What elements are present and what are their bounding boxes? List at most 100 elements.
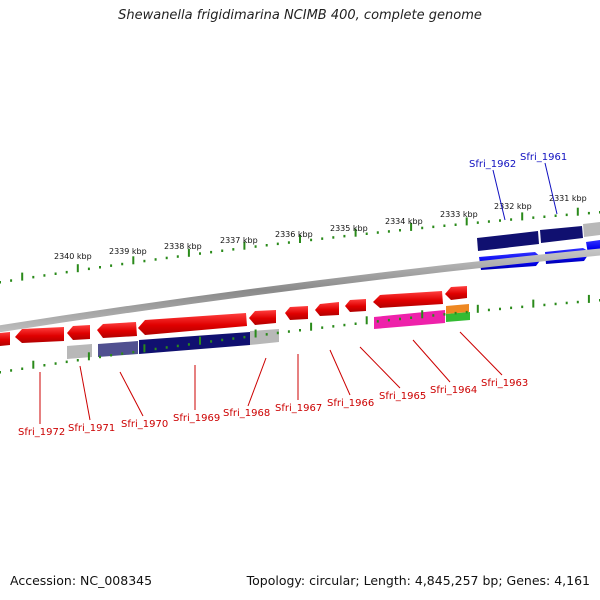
- gene-label-sfri-1961[interactable]: Sfri_1961: [520, 152, 567, 163]
- scale-label: 2340 kbp: [54, 252, 92, 261]
- gene-label-sfri-1966[interactable]: Sfri_1966: [327, 398, 374, 409]
- minor-tick: [343, 323, 346, 327]
- cds-bar-sfri-1961: [540, 226, 583, 243]
- minor-tick: [232, 337, 235, 340]
- gene-arrow-sfri-1970[interactable]: [67, 325, 90, 340]
- minor-tick: [87, 267, 90, 271]
- minor-tick: [365, 232, 368, 235]
- gene-arrow-sfri-1972[interactable]: [0, 332, 10, 346]
- gene-label-sfri-1970[interactable]: Sfri_1970: [121, 419, 168, 430]
- minor-tick: [54, 272, 57, 275]
- minor-tick: [454, 223, 457, 226]
- minor-tick: [321, 237, 324, 240]
- feature-bar-pink: [374, 310, 445, 329]
- major-tick: [354, 228, 357, 237]
- gene-arrow-sfri-1969b[interactable]: [138, 313, 247, 335]
- forward-gene-labels: Sfri_1962 Sfri_1961: [469, 152, 567, 170]
- gene-label-sfri-1963[interactable]: Sfri_1963: [481, 378, 528, 389]
- minor-tick: [487, 220, 490, 223]
- minor-tick: [0, 371, 1, 374]
- gene-arrow-sfri-1964[interactable]: [373, 291, 443, 308]
- minor-tick: [376, 320, 379, 323]
- minor-tick: [587, 211, 590, 215]
- major-tick: [21, 272, 24, 281]
- gene-arrow-sfri-1963[interactable]: [445, 286, 467, 300]
- major-tick: [532, 299, 535, 308]
- cds-bar-grey: [250, 329, 279, 345]
- minor-tick: [376, 231, 379, 234]
- minor-tick: [221, 338, 224, 342]
- minor-tick: [10, 279, 13, 282]
- minor-tick: [110, 354, 113, 357]
- major-tick: [310, 322, 313, 331]
- minor-tick: [121, 352, 124, 355]
- gene-label-sfri-1972[interactable]: Sfri_1972: [18, 427, 65, 438]
- scale-label: 2332 kbp: [494, 202, 532, 211]
- major-tick: [243, 241, 246, 250]
- reverse-label-leaders: [39, 331, 503, 424]
- topology-text: Topology: circular; Length: 4,845,257 bp…: [246, 573, 590, 588]
- minor-tick: [187, 343, 190, 346]
- minor-tick: [565, 213, 568, 217]
- gene-label-sfri-1967[interactable]: Sfri_1967: [275, 403, 322, 414]
- minor-tick: [332, 236, 335, 239]
- cds-bar-grey: [67, 344, 92, 359]
- minor-tick: [399, 229, 401, 232]
- scale-label: 2336 kbp: [275, 230, 313, 239]
- minor-tick: [287, 241, 290, 244]
- major-tick: [76, 264, 79, 273]
- minor-tick: [521, 305, 524, 309]
- minor-tick: [343, 234, 346, 238]
- gene-arrow-sfri-1969a[interactable]: [97, 322, 137, 338]
- major-tick: [410, 222, 413, 231]
- minor-tick: [465, 310, 468, 314]
- genome-backbone: [0, 248, 600, 333]
- minor-tick: [21, 367, 24, 370]
- minor-tick: [432, 314, 435, 317]
- minor-tick: [543, 303, 546, 307]
- minor-tick: [32, 275, 35, 279]
- minor-tick: [176, 344, 179, 348]
- scale-labels: 2340 kbp 2339 kbp 2338 kbp 2337 kbp 2336…: [54, 194, 587, 261]
- gene-label-sfri-1968[interactable]: Sfri_1968: [223, 408, 270, 419]
- minor-tick: [154, 347, 157, 351]
- gene-arrow-sfri-1966[interactable]: [315, 302, 339, 316]
- major-tick: [87, 352, 90, 361]
- minor-tick: [321, 326, 324, 329]
- feature-bar-orange: [446, 304, 469, 314]
- major-tick: [476, 304, 479, 313]
- cds-bar-slate: [98, 341, 138, 357]
- major-tick: [421, 310, 424, 319]
- major-tick: [465, 217, 468, 226]
- major-tick: [576, 207, 579, 216]
- minor-tick: [554, 302, 557, 306]
- gene-arrow-sfri-1967[interactable]: [285, 306, 308, 320]
- minor-tick: [443, 224, 446, 227]
- minor-tick: [54, 362, 57, 365]
- gene-arrow-sfri-1965[interactable]: [345, 299, 366, 312]
- minor-tick: [499, 307, 501, 311]
- minor-tick: [332, 325, 335, 328]
- minor-tick: [510, 218, 513, 221]
- cds-bar-sfri-1962: [477, 231, 539, 251]
- minor-tick: [43, 364, 46, 367]
- gene-label-sfri-1964[interactable]: Sfri_1964: [430, 385, 477, 396]
- major-tick: [132, 256, 135, 265]
- minor-tick: [287, 330, 290, 333]
- major-tick: [199, 336, 201, 345]
- minor-tick: [276, 331, 279, 335]
- minor-tick: [199, 252, 201, 255]
- major-tick: [32, 360, 35, 369]
- gene-label-sfri-1971[interactable]: Sfri_1971: [68, 423, 115, 434]
- gene-arrow-sfri-1971[interactable]: [15, 327, 64, 343]
- minor-tick: [443, 313, 446, 316]
- minor-tick: [10, 369, 13, 372]
- minor-tick: [65, 360, 68, 364]
- gene-label-sfri-1969[interactable]: Sfri_1969: [173, 413, 220, 424]
- gene-label-sfri-1962[interactable]: Sfri_1962: [469, 159, 516, 170]
- minor-tick: [265, 333, 268, 336]
- cds-bar-grey: [583, 222, 600, 237]
- gene-arrow-sfri-1968[interactable]: [249, 310, 276, 325]
- gene-label-sfri-1965[interactable]: Sfri_1965: [379, 391, 426, 402]
- minor-tick: [110, 264, 113, 267]
